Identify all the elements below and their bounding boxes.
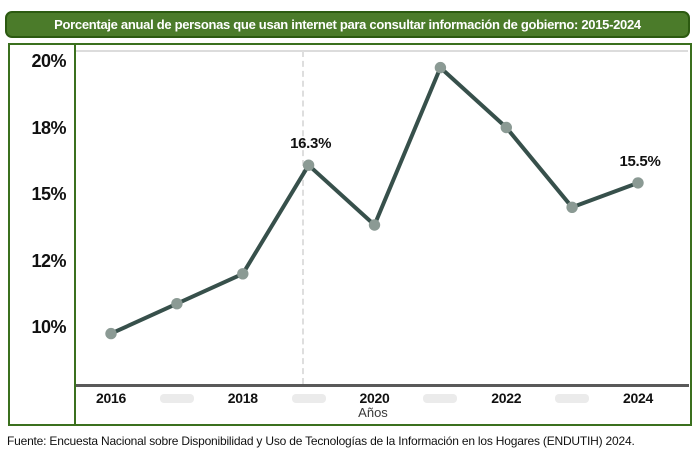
chart-title-banner: Porcentaje anual de personas que usan in… (5, 11, 690, 38)
data-label: 16.3% (290, 135, 332, 153)
x-tick-label: 2020 (359, 390, 390, 406)
x-tick-label: 2016 (96, 390, 126, 406)
y-tick-label: 18% (31, 117, 66, 138)
reference-dashed-line (301, 51, 304, 384)
y-tick-label: 20% (31, 51, 66, 71)
line-series (109, 65, 640, 336)
data-point-marker (566, 201, 578, 213)
x-minor-mark (555, 394, 590, 403)
source-note: Fuente: Encuesta Nacional sobre Disponib… (7, 434, 635, 448)
data-label: 15.5% (619, 152, 661, 170)
chart-title: Porcentaje anual de personas que usan in… (54, 17, 641, 32)
y-tick-label: 12% (31, 250, 66, 271)
data-point-marker (237, 268, 249, 280)
x-tick-label: 2024 (623, 390, 653, 406)
data-point-marker (368, 219, 381, 231)
y-tick-label: 15% (31, 184, 66, 204)
x-minor-mark (291, 394, 326, 403)
data-point-marker (171, 298, 183, 310)
data-point-marker (302, 159, 315, 171)
x-axis-title: Años (358, 405, 388, 420)
y-tick-label: 10% (31, 317, 66, 337)
data-point-marker (500, 121, 512, 134)
data-point-marker (105, 327, 117, 340)
x-axis-line (76, 384, 689, 387)
data-point-marker (632, 177, 644, 189)
x-minor-mark (159, 394, 194, 403)
plot-top-gridline (76, 50, 688, 52)
x-tick-label: 2022 (491, 390, 522, 406)
x-tick-label: 2018 (227, 390, 258, 406)
x-minor-mark (423, 394, 458, 403)
chart-frame (8, 43, 692, 426)
y-axis-separator-line (74, 43, 76, 426)
data-point-marker (434, 61, 447, 74)
